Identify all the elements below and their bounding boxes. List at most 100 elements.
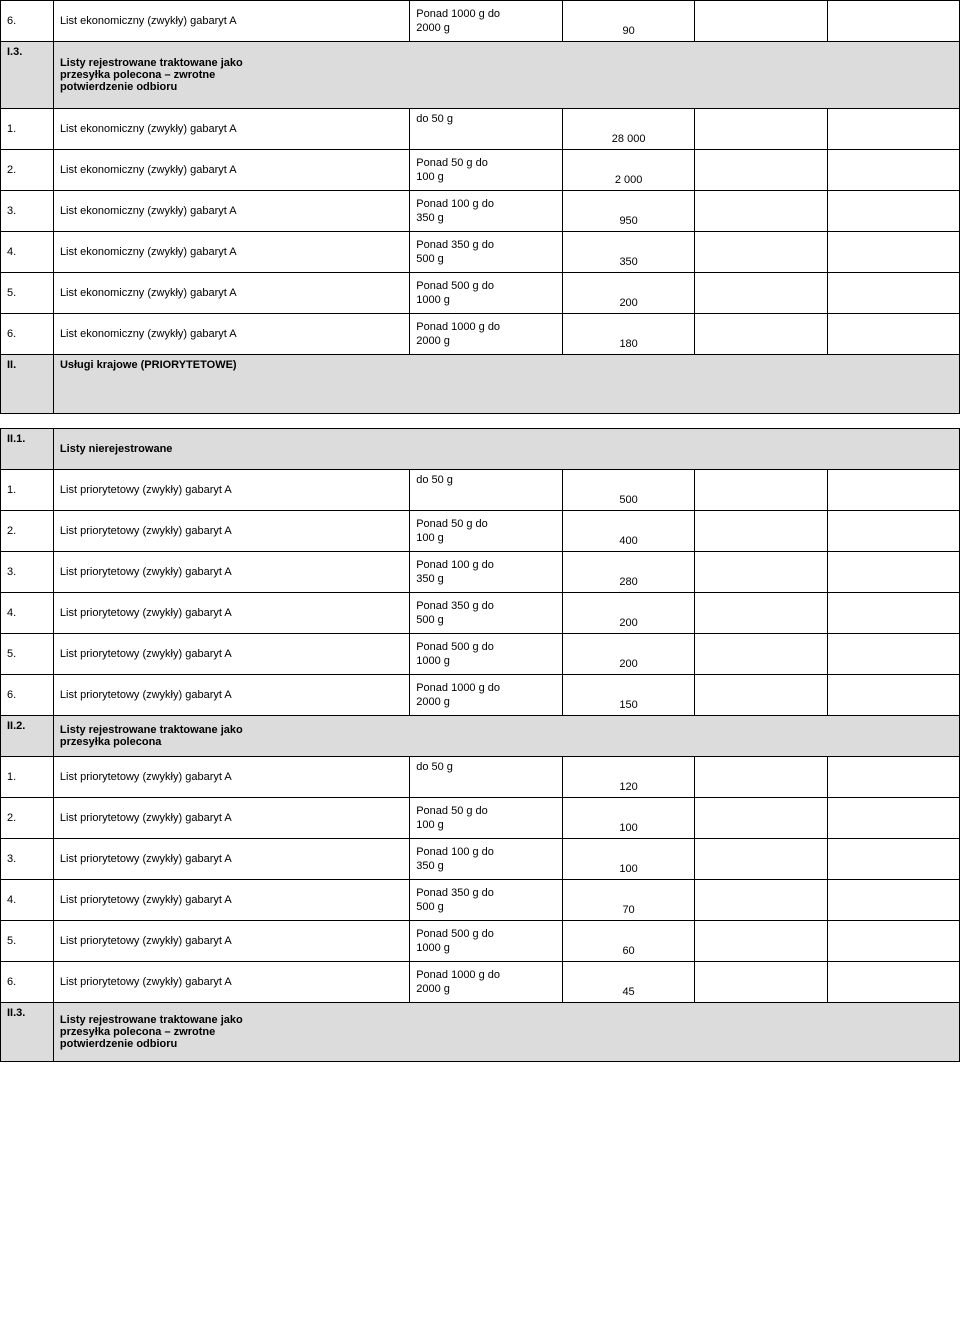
value-text: 200	[619, 658, 637, 670]
value-text: 280	[619, 576, 637, 588]
section-line: potwierdzenie odbioru	[60, 1038, 177, 1050]
empty-cell	[695, 552, 827, 593]
value-text: 100	[619, 863, 637, 875]
range-line: Ponad 1000 g do	[416, 8, 500, 20]
row-value: 500	[562, 470, 694, 511]
empty-cell	[827, 880, 959, 921]
row-value: 200	[562, 593, 694, 634]
value-text: 200	[619, 617, 637, 629]
row-desc: List priorytetowy (zwykły) gabaryt A	[53, 921, 409, 962]
range-line: Ponad 350 g do	[416, 239, 494, 251]
table-row: 6. List ekonomiczny (zwykły) gabaryt A P…	[1, 1, 960, 42]
row-value: 400	[562, 511, 694, 552]
row-range: Ponad 1000 g do2000 g	[410, 675, 563, 716]
empty-cell	[695, 1, 827, 42]
table-row: 4. List priorytetowy (zwykły) gabaryt A …	[1, 880, 960, 921]
row-value: 180	[562, 314, 694, 355]
row-desc: List priorytetowy (zwykły) gabaryt A	[53, 839, 409, 880]
range-line: 1000 g	[416, 942, 450, 954]
row-num: 3.	[1, 191, 54, 232]
value-text: 350	[619, 256, 637, 268]
value-text: 400	[619, 535, 637, 547]
range-line: Ponad 350 g do	[416, 887, 494, 899]
table-row: 1. List ekonomiczny (zwykły) gabaryt A d…	[1, 109, 960, 150]
section-line: Listy rejestrowane traktowane jako	[60, 57, 243, 69]
row-num: 3.	[1, 839, 54, 880]
range-line: 100 g	[416, 171, 444, 183]
section-desc: Listy rejestrowane traktowane jako przes…	[53, 716, 959, 757]
row-desc: List ekonomiczny (zwykły) gabaryt A	[53, 150, 409, 191]
row-num: 5.	[1, 273, 54, 314]
range-line: Ponad 500 g do	[416, 928, 494, 940]
row-range: do 50 g	[410, 757, 563, 798]
empty-cell	[827, 593, 959, 634]
value-text: 2 000	[615, 174, 643, 186]
empty-cell	[695, 962, 827, 1003]
empty-cell	[695, 880, 827, 921]
empty-cell	[827, 511, 959, 552]
table-row: 2. List ekonomiczny (zwykły) gabaryt A P…	[1, 150, 960, 191]
empty-cell	[695, 634, 827, 675]
range-line: 2000 g	[416, 22, 450, 34]
row-range: Ponad 500 g do1000 g	[410, 273, 563, 314]
row-desc: List ekonomiczny (zwykły) gabaryt A	[53, 109, 409, 150]
table-row: 1. List priorytetowy (zwykły) gabaryt A …	[1, 757, 960, 798]
empty-cell	[695, 511, 827, 552]
section-row-ii2: II.2. Listy rejestrowane traktowane jako…	[1, 716, 960, 757]
row-value: 950	[562, 191, 694, 232]
row-range: Ponad 1000 g do2000 g	[410, 314, 563, 355]
table-row: 2. List priorytetowy (zwykły) gabaryt A …	[1, 798, 960, 839]
row-num: 2.	[1, 798, 54, 839]
empty-cell	[827, 273, 959, 314]
pricing-table: 6. List ekonomiczny (zwykły) gabaryt A P…	[0, 0, 960, 414]
row-range: Ponad 100 g do350 g	[410, 839, 563, 880]
row-desc: List priorytetowy (zwykły) gabaryt A	[53, 798, 409, 839]
row-desc: List ekonomiczny (zwykły) gabaryt A	[53, 232, 409, 273]
section-desc: Listy rejestrowane traktowane jako przes…	[53, 1003, 959, 1062]
table-row: 3. List ekonomiczny (zwykły) gabaryt A P…	[1, 191, 960, 232]
section-desc: Listy nierejestrowane	[53, 429, 959, 470]
table-row: 3. List priorytetowy (zwykły) gabaryt A …	[1, 552, 960, 593]
section-line: przesyłka polecona – zwrotne	[60, 1026, 215, 1038]
row-value: 90	[562, 1, 694, 42]
empty-cell	[827, 109, 959, 150]
empty-cell	[695, 921, 827, 962]
value-text: 120	[619, 781, 637, 793]
value-text: 90	[623, 25, 635, 37]
section-num: II.3.	[1, 1003, 54, 1062]
row-value: 100	[562, 798, 694, 839]
value-text: 950	[619, 215, 637, 227]
empty-cell	[695, 191, 827, 232]
range-line: 2000 g	[416, 335, 450, 347]
row-range: Ponad 100 g do350 g	[410, 552, 563, 593]
row-range: Ponad 100 g do350 g	[410, 191, 563, 232]
empty-cell	[827, 634, 959, 675]
row-range: do 50 g	[410, 470, 563, 511]
empty-cell	[827, 232, 959, 273]
section-desc: Usługi krajowe (PRIORYTETOWE)	[53, 355, 959, 414]
empty-cell	[827, 150, 959, 191]
row-num: 1.	[1, 109, 54, 150]
section-num: II.	[1, 355, 54, 414]
row-value: 150	[562, 675, 694, 716]
range-line: Ponad 1000 g do	[416, 969, 500, 981]
row-num: 6.	[1, 314, 54, 355]
range-line: 2000 g	[416, 696, 450, 708]
empty-cell	[827, 675, 959, 716]
row-range: Ponad 500 g do1000 g	[410, 634, 563, 675]
row-value: 70	[562, 880, 694, 921]
row-desc: List priorytetowy (zwykły) gabaryt A	[53, 675, 409, 716]
row-desc: List priorytetowy (zwykły) gabaryt A	[53, 962, 409, 1003]
table-row: 6. List priorytetowy (zwykły) gabaryt A …	[1, 675, 960, 716]
section-num: II.1.	[1, 429, 54, 470]
row-value: 28 000	[562, 109, 694, 150]
table-row: 4. List priorytetowy (zwykły) gabaryt A …	[1, 593, 960, 634]
value-text: 45	[622, 986, 634, 998]
range-line: 2000 g	[416, 983, 450, 995]
empty-cell	[695, 470, 827, 511]
table-row: 3. List priorytetowy (zwykły) gabaryt A …	[1, 839, 960, 880]
empty-cell	[695, 839, 827, 880]
row-num: 3.	[1, 552, 54, 593]
range-line: Ponad 350 g do	[416, 600, 494, 612]
empty-cell	[695, 109, 827, 150]
